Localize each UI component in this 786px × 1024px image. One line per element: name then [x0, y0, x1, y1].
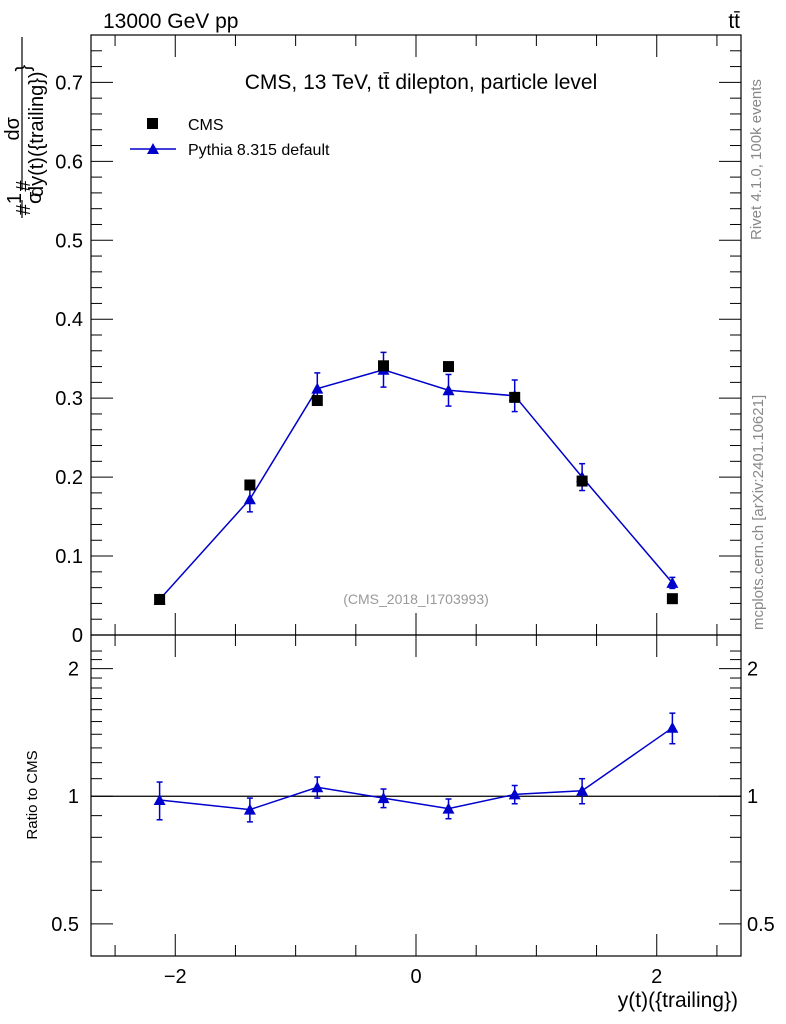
ratio-pythia-point	[508, 788, 521, 800]
cms-point	[509, 391, 521, 403]
cms-point	[244, 479, 256, 491]
cms-point	[378, 360, 389, 372]
main-y-tick-label: 0	[72, 625, 83, 647]
process-label: tt̄	[728, 10, 740, 33]
pythia-line	[159, 368, 673, 600]
ratio-pythia-point	[442, 802, 455, 814]
main-y-tick-label: 0.4	[55, 309, 83, 331]
cms-point	[666, 593, 678, 605]
cms-point	[443, 361, 454, 373]
pythia-curve	[159, 368, 673, 600]
pythia-point	[442, 384, 455, 396]
legend-label-cms: CMS	[188, 117, 224, 134]
ratio-y-tick-label: 1	[68, 786, 79, 808]
ratio-pythia-curve	[159, 727, 673, 811]
main-plot-title: CMS, 13 TeV, tt̄ dilepton, particle leve…	[245, 71, 598, 94]
ratio-y-tick-label-right: 1	[747, 786, 758, 808]
main-x-ticks	[114, 35, 718, 635]
ratio-pythia-point	[666, 721, 679, 733]
main-y-ticks: 0 0.1 0.2 0.3 0.4 0.5 0.6 0.7	[55, 34, 741, 647]
ylabel-frac2-num: dσ	[2, 116, 24, 140]
ylabel-frac1-num: 1	[4, 193, 26, 204]
pythia-point	[311, 382, 324, 394]
ylabel-suffix: }	[13, 64, 35, 71]
main-y-tick-label: 0.5	[55, 230, 83, 252]
ratio-y-axis-title: Ratio to CMS	[24, 750, 41, 839]
cms-point	[576, 475, 588, 487]
x-tick-label: 2	[651, 966, 662, 988]
legend-label-pythia: Pythia 8.315 default	[188, 142, 330, 159]
ratio-pythia-point	[243, 803, 256, 815]
main-y-tick-label: 0.2	[55, 467, 83, 489]
main-y-tick-label: 0.6	[55, 151, 83, 173]
ratio-error-bars	[156, 712, 676, 823]
ratio-pythia-point	[153, 793, 166, 805]
ratio-x-ticks: −2 0 2	[114, 635, 718, 988]
main-plot: 0 0.1 0.2 0.3 0.4 0.5 0.6 0.7 CMS, 13 TeV, tt̄ …	[2, 34, 742, 647]
pythia-point	[243, 493, 256, 505]
ratio-y-tick-label: 2	[68, 659, 79, 681]
legend-marker-cms	[147, 118, 158, 129]
ratio-points	[153, 721, 679, 815]
ylabel-frac1-den: σ	[24, 191, 46, 204]
ratio-plot: 0.5 0.5 1 1 2 2 −2 0 2 Ratio to CMS y(t)({trail…	[24, 634, 775, 1012]
energy-label: 13000 GeV pp	[103, 10, 238, 33]
ratio-y-ticks: 0.5 0.5 1 1 2 2	[51, 650, 775, 936]
ratio-pythia-line	[159, 727, 673, 811]
ratio-pythia-point	[311, 781, 324, 793]
ylabel-prefix: #	[13, 203, 35, 215]
main-y-tick-label: 0.3	[55, 388, 83, 410]
ylabel-mid: #	[13, 180, 35, 192]
x-axis-title: y(t)({trailing})	[618, 989, 738, 1012]
pythia-error-bars	[156, 351, 676, 604]
rivet-label: Rivet 4.1.0, 100k events	[748, 79, 765, 240]
cms-points	[154, 360, 678, 605]
cms-point	[154, 593, 166, 605]
ratio-plot-frame	[90, 634, 742, 957]
x-tick-label: 0	[410, 966, 421, 988]
analysis-watermark: (CMS_2018_I1703993)	[343, 591, 489, 607]
cms-point	[311, 395, 323, 407]
main-y-axis-title: #1σ# dσ dy(t)({trailing})}	[2, 64, 48, 215]
mcplots-label: mcplots.cern.ch [arXiv:2401.10621]	[750, 395, 767, 630]
ratio-y-tick-label: 0.5	[51, 914, 79, 936]
pythia-point	[666, 576, 679, 588]
ylabel-frac2-den: dy(t)({trailing})	[26, 71, 48, 197]
ratio-pythia-point	[377, 792, 390, 804]
ratio-y-tick-label-right: 2	[747, 659, 758, 681]
pythia-points	[153, 363, 679, 605]
main-y-tick-label: 0.1	[55, 546, 83, 568]
main-y-tick-label: 0.7	[55, 72, 83, 94]
legend-marker-pythia	[147, 143, 159, 154]
legend: CMS Pythia 8.315 default	[130, 117, 330, 159]
ratio-y-tick-label-right: 0.5	[747, 914, 775, 936]
ratio-pythia-point	[576, 784, 589, 796]
x-tick-label: −2	[164, 966, 187, 988]
